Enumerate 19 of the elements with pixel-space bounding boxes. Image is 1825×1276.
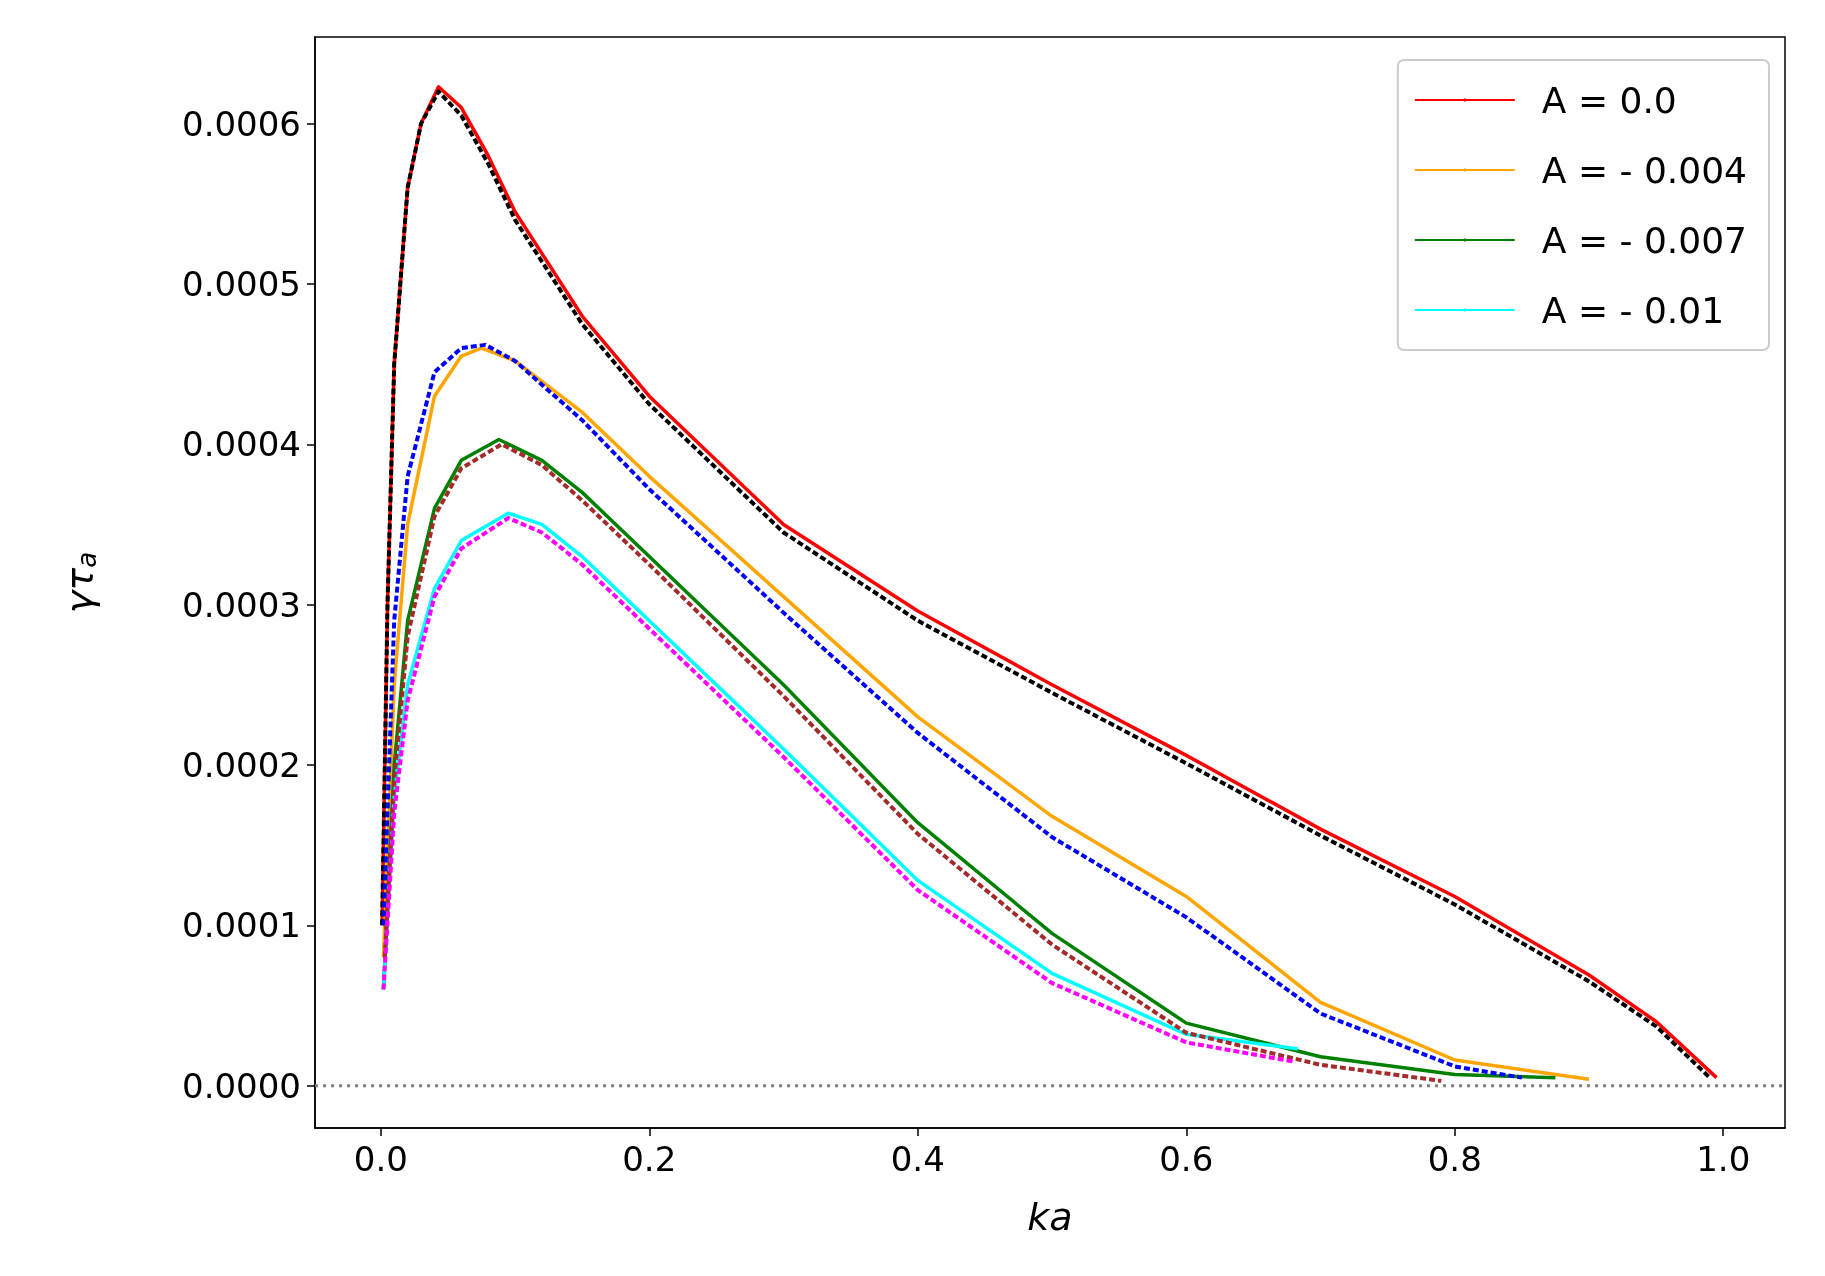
x-tick-label: 0.4 xyxy=(890,1139,945,1179)
y-tick-label: 0.0005 xyxy=(182,263,301,304)
y-tick-label: 0.0006 xyxy=(182,103,301,144)
legend-label: A = - 0.004 xyxy=(1541,149,1747,191)
x-tick-label: 0.0 xyxy=(353,1139,408,1179)
x-tick-label: 0.6 xyxy=(1159,1139,1214,1179)
y-tick-label: 0.0000 xyxy=(182,1065,301,1106)
y-tick-label: 0.0001 xyxy=(182,905,301,946)
legend-label: A = - 0.01 xyxy=(1541,289,1725,331)
x-tick-label: 0.2 xyxy=(622,1139,677,1179)
y-tick-label: 0.0004 xyxy=(182,424,301,465)
legend-label: A = 0.0 xyxy=(1541,79,1677,121)
x-tick-label: 0.8 xyxy=(1427,1139,1482,1179)
legend-label: A = - 0.007 xyxy=(1541,219,1747,261)
y-tick-label: 0.0002 xyxy=(182,744,301,785)
y-tick-label: 0.0003 xyxy=(182,584,301,625)
y-axis-title: γτa xyxy=(57,551,102,614)
x-axis-title: ka xyxy=(1027,1195,1073,1239)
x-tick-label: 1.0 xyxy=(1696,1139,1751,1179)
